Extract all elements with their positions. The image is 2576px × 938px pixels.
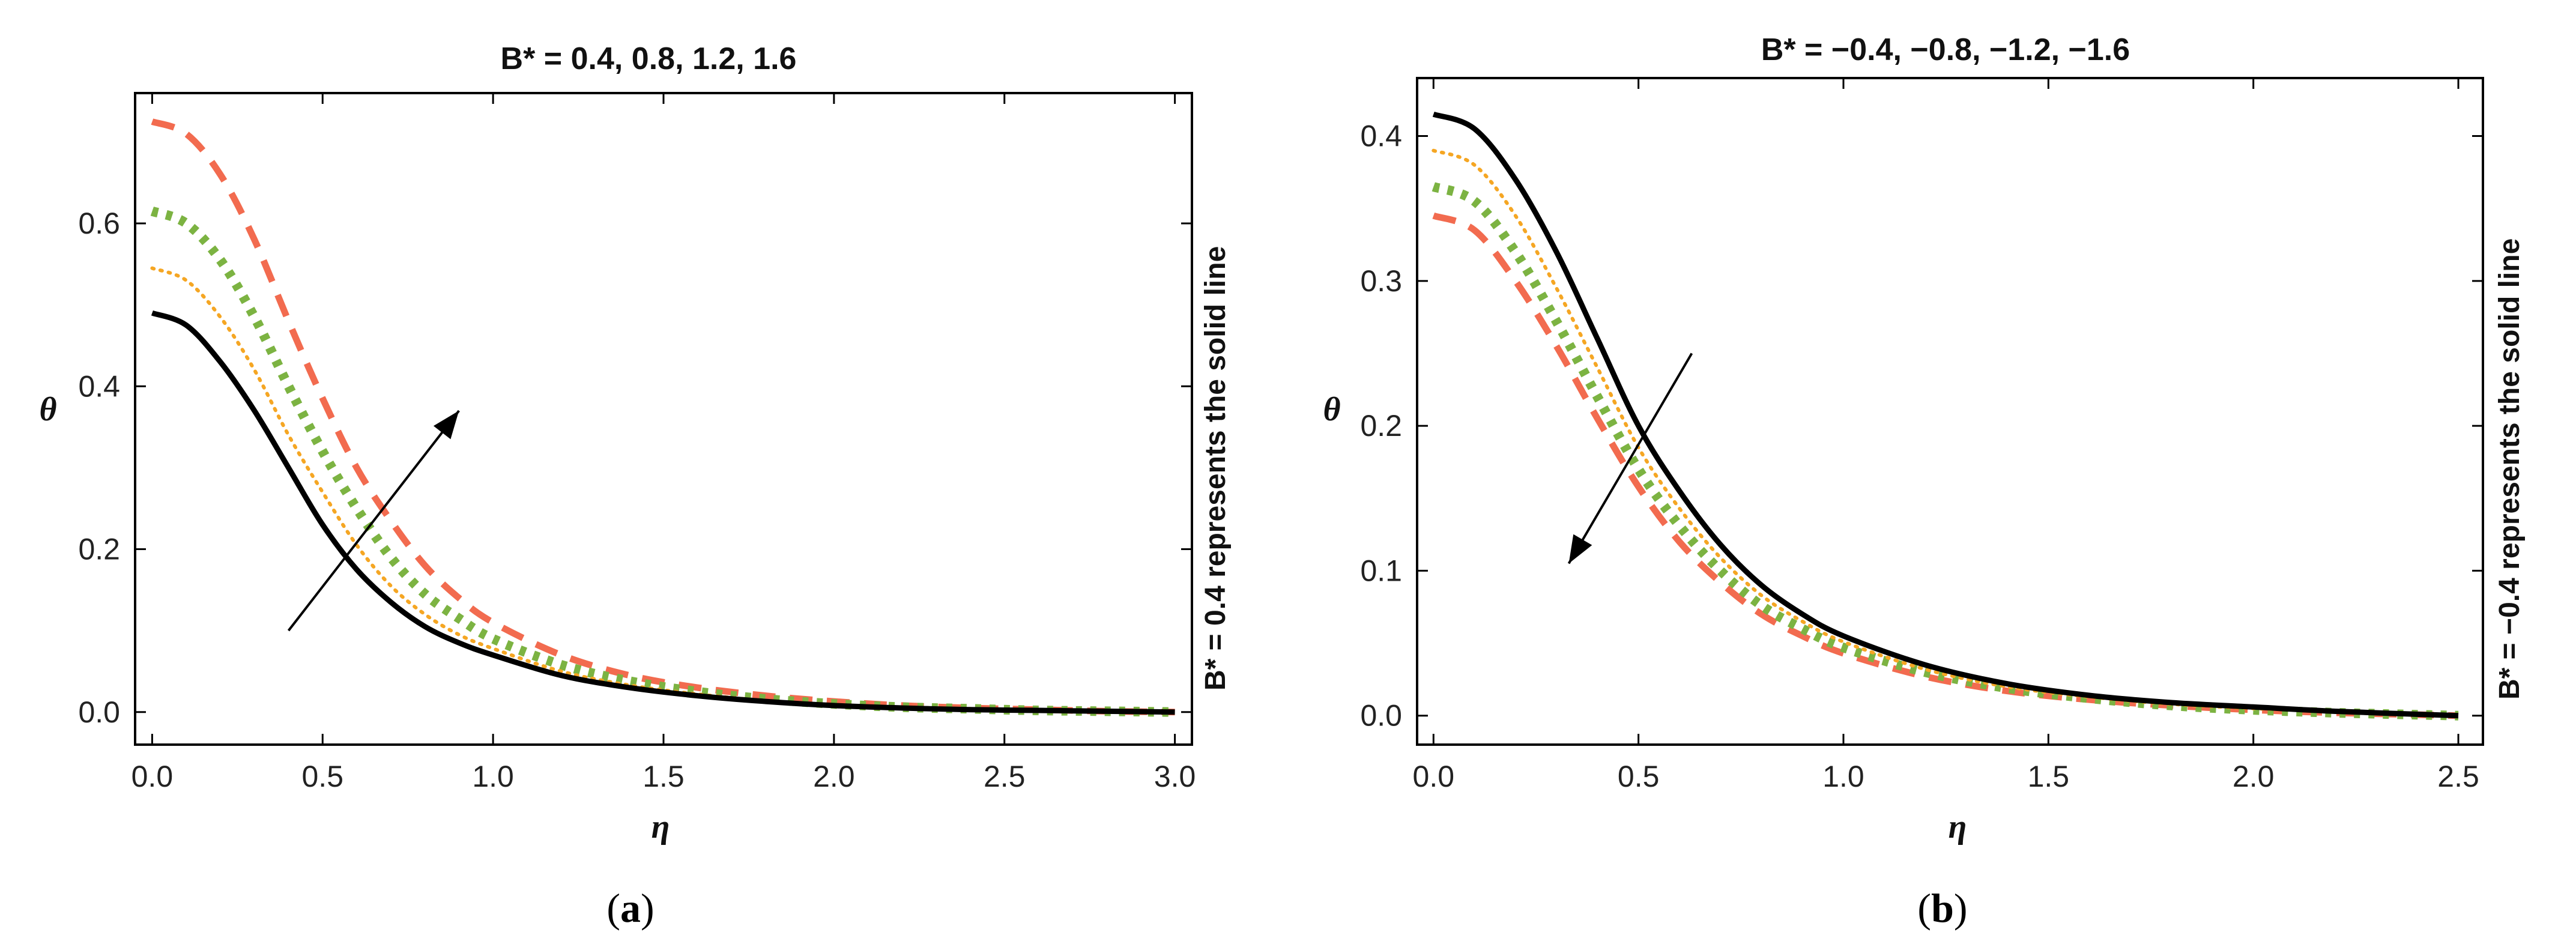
x-tick-label: 0.5 [302, 760, 344, 793]
x-tick-label: 2.5 [984, 760, 1026, 793]
panel-b: B* = −0.4, −0.8, −1.2, −1.6 0.0 0.5 1.0 1.5… [1323, 32, 2526, 931]
panel-caption: (a) [606, 885, 654, 931]
axis-ticks: 0.0 0.5 1.0 1.5 2.0 2.5 0.0 0.1 0.2 0.3 0.4 [1360, 78, 2483, 793]
x-axis-label: η [652, 808, 670, 846]
y-tick-label: 0.2 [78, 533, 120, 566]
trend-arrow-head [1568, 534, 1592, 564]
series-line-dotted [150, 266, 1177, 714]
y-axis-label: θ [39, 391, 56, 428]
y-tick-label: 0.6 [78, 207, 120, 240]
trend-arrow [287, 410, 460, 632]
series-lines [150, 118, 1177, 717]
y-tick-label: 0.0 [1360, 699, 1402, 733]
trend-arrow-head [433, 410, 459, 440]
series-lines [1432, 111, 2460, 721]
y-tick-label: 0.3 [1360, 264, 1402, 298]
chart-title: B* = −0.4, −0.8, −1.2, −1.6 [1761, 32, 2130, 67]
x-tick-label: 1.5 [642, 760, 685, 793]
y-axis-label: θ [1323, 391, 1340, 428]
y-tick-label: 0.0 [78, 695, 120, 729]
series-line-solid [1432, 111, 2459, 719]
x-tick-label: 1.0 [1822, 760, 1864, 793]
panel-caption: (b) [1917, 885, 1967, 931]
x-tick-label: 2.5 [2437, 760, 2479, 793]
plot-frame [134, 92, 1193, 746]
x-tick-label: 1.0 [472, 760, 514, 793]
x-tick-label: 0.0 [132, 760, 174, 793]
trend-arrow [1567, 353, 1693, 564]
plot-frame [1416, 77, 2484, 746]
series-line-dotted-thick [150, 207, 1175, 717]
series-line-dotted-thick [1432, 182, 2459, 721]
x-tick-label: 3.0 [1154, 760, 1196, 793]
x-axis-label: η [1949, 808, 1967, 846]
y-tick-label: 0.4 [78, 369, 120, 403]
y-tick-label: 0.4 [1360, 120, 1402, 153]
side-label: B* = −0.4 represents the solid line [2494, 238, 2526, 700]
x-tick-label: 0.0 [1413, 760, 1455, 793]
panel-a: B* = 0.4, 0.8, 1.2, 1.6 0.0 0.5 1.0 1.5 2.0 2… [39, 41, 1232, 931]
series-line-dashed [1432, 212, 2459, 719]
x-tick-label: 1.5 [2028, 760, 2070, 793]
series-line-solid [151, 310, 1175, 715]
y-tick-label: 0.2 [1360, 409, 1402, 443]
x-tick-label: 0.5 [1618, 760, 1660, 793]
x-tick-label: 2.0 [813, 760, 855, 793]
axis-ticks: 0.0 0.5 1.0 1.5 2.0 2.5 3.0 0.0 0.2 0.4 0.6 [78, 93, 1196, 793]
side-label: B* = 0.4 represents the solid line [1200, 246, 1232, 691]
chart-title: B* = 0.4, 0.8, 1.2, 1.6 [501, 41, 797, 76]
trend-arrow-shaft [1567, 353, 1693, 564]
y-tick-label: 0.1 [1360, 554, 1402, 587]
series-line-dotted [1432, 148, 2460, 718]
x-tick-label: 2.0 [2233, 760, 2275, 793]
trend-arrow-shaft [287, 410, 460, 632]
